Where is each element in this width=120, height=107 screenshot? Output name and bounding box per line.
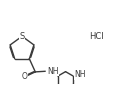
Text: HCl: HCl (89, 32, 104, 41)
Text: NH: NH (74, 71, 85, 80)
Text: S: S (19, 32, 25, 41)
Text: NH: NH (47, 67, 59, 76)
Text: O: O (22, 72, 28, 81)
